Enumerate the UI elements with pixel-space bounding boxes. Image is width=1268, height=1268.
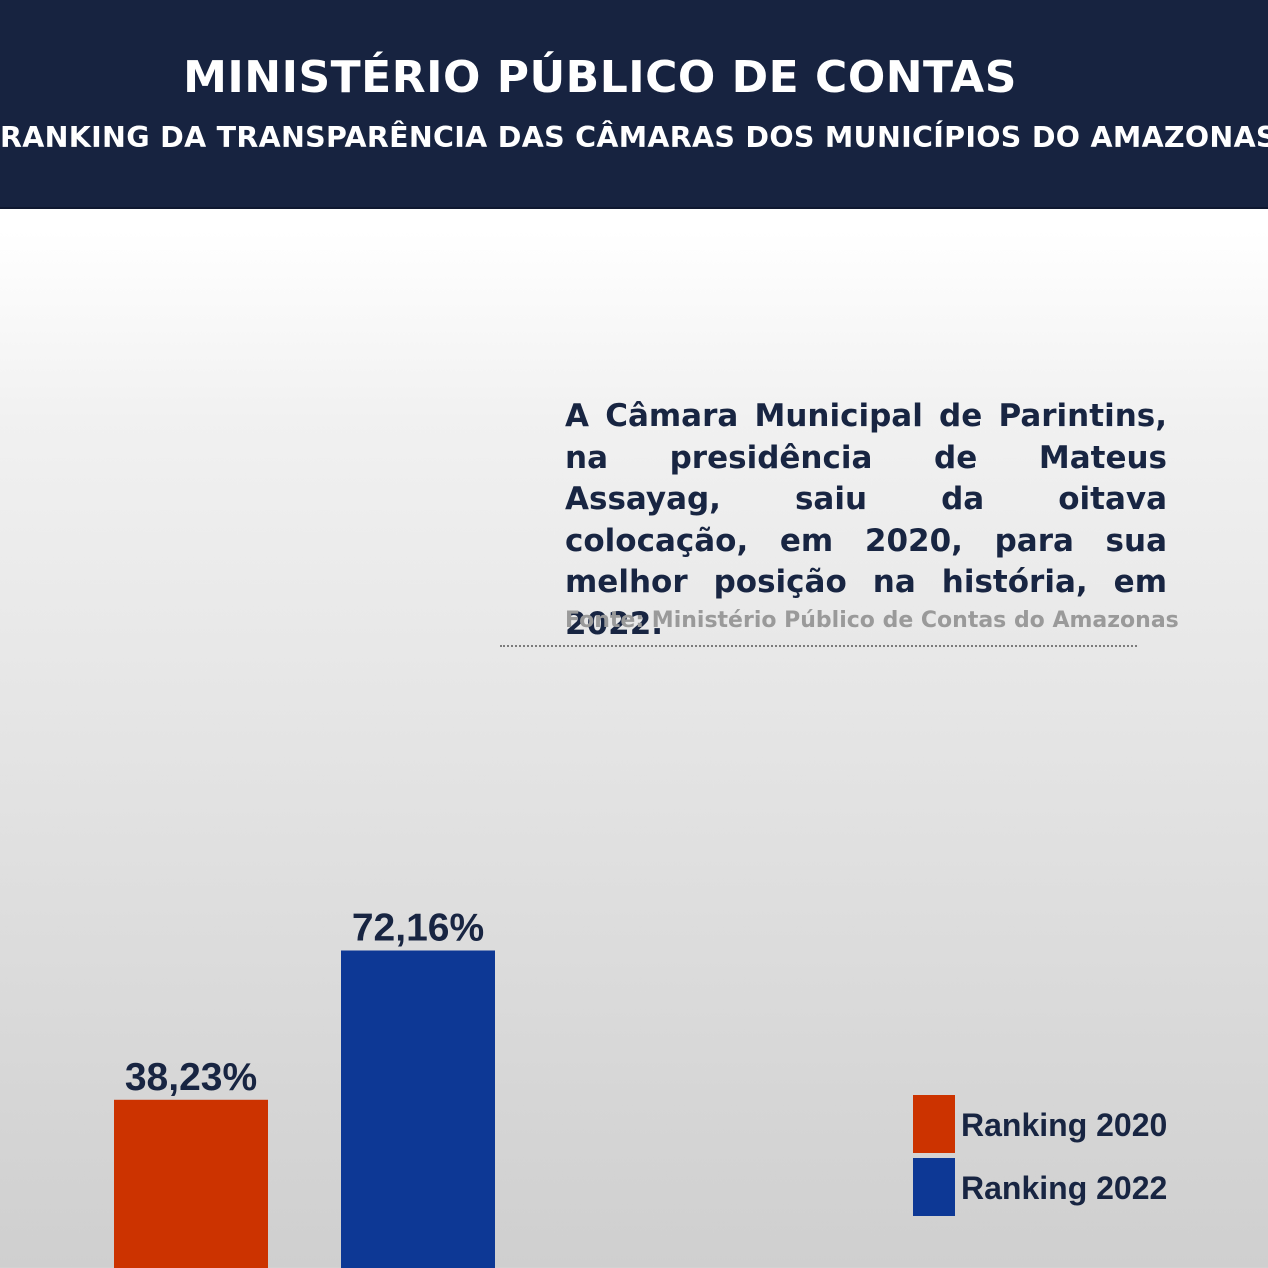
bar-2020 bbox=[114, 1099, 268, 1268]
bar-value-label-2022: 72,16% bbox=[352, 906, 484, 949]
bar-2022 bbox=[341, 950, 495, 1268]
bar-value-label-2020: 38,23% bbox=[125, 1056, 257, 1099]
legend-swatch-2020 bbox=[913, 1095, 955, 1153]
source-text: Fonte: Ministério Público de Contas do A… bbox=[565, 608, 1179, 633]
legend-label-2022: Ranking 2022 bbox=[961, 1170, 1168, 1206]
legend-label-2020: Ranking 2020 bbox=[961, 1107, 1168, 1143]
description-text: A Câmara Municipal de Parintins, na pres… bbox=[565, 398, 1167, 642]
dotted-leader-line bbox=[500, 645, 1137, 647]
legend-swatch-2022 bbox=[913, 1158, 955, 1216]
page-subtitle: RANKING DA TRANSPARÊNCIA DAS CÂMARAS DOS… bbox=[0, 121, 1268, 154]
header-banner: MINISTÉRIO PÚBLICO DE CONTAS RANKING DA … bbox=[0, 0, 1268, 209]
page-title: MINISTÉRIO PÚBLICO DE CONTAS bbox=[183, 52, 1017, 103]
